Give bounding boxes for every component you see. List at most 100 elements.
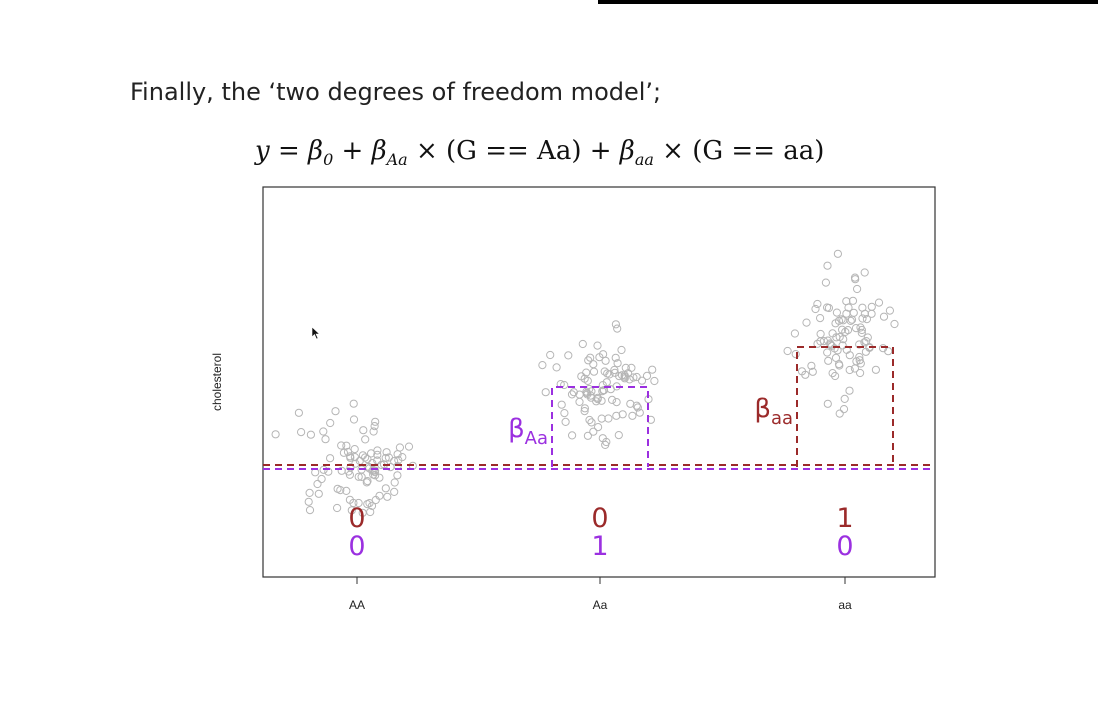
indicator-Aa: 1: [591, 531, 608, 562]
data-point: [367, 501, 377, 510]
coefficient-box-aa: [796, 346, 894, 467]
data-point: [345, 495, 354, 504]
data-point: [371, 417, 380, 426]
eq-beta0: β: [308, 136, 324, 166]
data-point: [354, 498, 363, 508]
data-point: [306, 430, 315, 439]
model-equation: y = β0 + βAa × (G == Aa) + βaa × (G == a…: [255, 136, 825, 170]
data-point: [831, 319, 840, 328]
data-point: [373, 450, 382, 459]
data-point: [807, 361, 816, 370]
indicator-aa: 0: [348, 503, 365, 534]
data-point: [395, 443, 404, 452]
data-point: [801, 370, 810, 379]
data-point: [625, 375, 634, 384]
data-point: [361, 435, 370, 444]
data-point: [331, 407, 340, 416]
data-point: [791, 350, 800, 359]
data-point: [580, 407, 589, 416]
data-point: [618, 410, 627, 419]
data-point: [363, 477, 372, 486]
data-point: [349, 399, 358, 408]
data-point: [790, 329, 800, 338]
data-point: [855, 356, 864, 365]
data-point: [557, 400, 566, 409]
data-point: [368, 459, 377, 468]
data-point: [851, 275, 860, 284]
eq-plus-2: +: [589, 136, 612, 166]
data-point: [365, 499, 374, 508]
data-point: [626, 399, 635, 408]
data-point: [337, 441, 346, 450]
data-point: [349, 415, 359, 424]
data-point: [813, 339, 822, 348]
data-point: [568, 431, 577, 440]
data-point: [600, 367, 609, 376]
data-point: [617, 345, 626, 355]
data-point: [856, 368, 865, 378]
data-point: [350, 445, 359, 454]
data-point: [342, 486, 351, 495]
data-point: [346, 452, 355, 461]
data-point: [546, 350, 555, 360]
eq-betaAa-sub: Aa: [386, 150, 408, 170]
data-point: [629, 373, 638, 382]
data-point: [620, 371, 629, 380]
data-point: [835, 409, 844, 418]
data-point: [861, 347, 871, 356]
data-point: [847, 315, 857, 324]
data-point: [593, 341, 602, 350]
data-point: [271, 430, 280, 439]
indicator-Aa: 0: [836, 531, 853, 562]
data-point: [560, 380, 569, 390]
data-point: [350, 453, 359, 462]
x-tick-label: Aa: [593, 598, 608, 612]
data-point: [612, 398, 621, 407]
data-point: [874, 298, 884, 307]
data-point: [589, 427, 598, 436]
data-point: [845, 365, 854, 375]
data-point: [342, 441, 351, 450]
data-point: [608, 395, 617, 404]
data-point: [816, 337, 825, 346]
data-point: [381, 484, 390, 493]
data-point: [561, 417, 570, 426]
data-point: [826, 340, 835, 349]
data-point: [632, 372, 641, 382]
data-point: [862, 315, 872, 324]
data-point: [584, 356, 593, 365]
data-point: [305, 488, 314, 497]
eq-beta0-sub: 0: [323, 150, 334, 170]
data-point: [371, 466, 380, 475]
data-point: [597, 414, 606, 423]
data-point: [541, 388, 550, 397]
data-point: [838, 325, 847, 334]
data-point: [837, 315, 846, 324]
data-point: [842, 309, 851, 318]
data-point: [860, 268, 869, 277]
data-point: [337, 466, 346, 475]
data-point: [321, 435, 330, 444]
eq-betaaa: β: [619, 136, 635, 166]
data-point: [871, 365, 881, 374]
data-point: [642, 371, 652, 380]
data-point: [823, 348, 832, 357]
data-point: [393, 450, 402, 459]
intro-text: Finally, the ‘two degrees of freedom mod…: [130, 78, 662, 106]
data-point: [802, 318, 811, 327]
data-point: [569, 388, 578, 397]
data-point: [578, 339, 587, 349]
data-point: [834, 360, 844, 369]
data-point: [333, 503, 342, 513]
top-black-bar: [598, 0, 1098, 4]
data-point: [879, 344, 888, 353]
data-point: [833, 249, 843, 258]
data-point: [304, 497, 313, 506]
data-point: [879, 312, 889, 321]
data-point: [860, 309, 870, 318]
data-point: [361, 453, 370, 462]
data-point: [620, 374, 629, 383]
data-point: [844, 303, 853, 312]
data-point: [371, 495, 380, 505]
data-point: [390, 478, 399, 487]
